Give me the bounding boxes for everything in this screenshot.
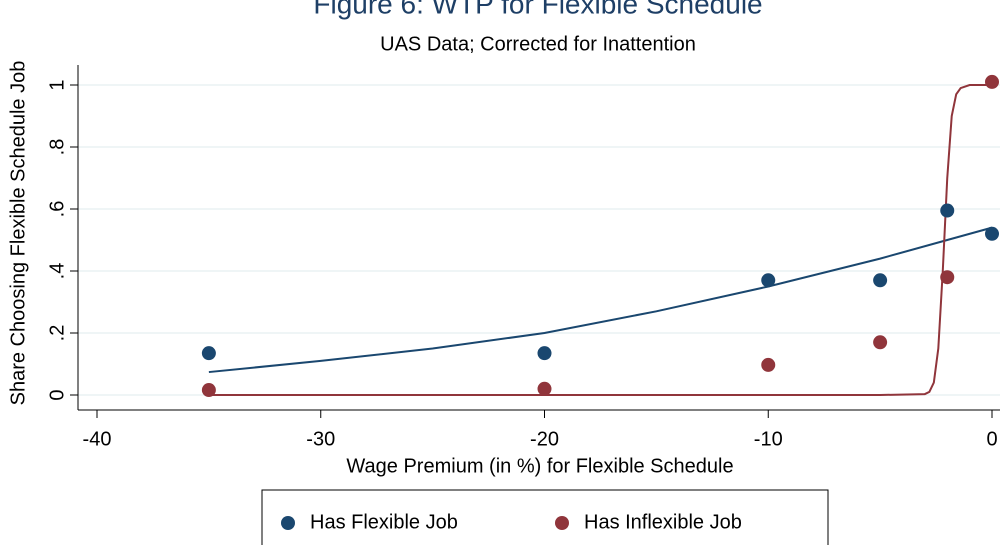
legend-marker xyxy=(281,516,295,530)
fit-line xyxy=(208,226,993,374)
point xyxy=(873,273,888,288)
y-tick-label: .6 xyxy=(46,201,68,218)
x-tick-label: -40 xyxy=(83,428,112,450)
point xyxy=(873,335,888,350)
legend-marker xyxy=(555,516,569,530)
y-tick-label: .8 xyxy=(46,139,68,156)
chart-subtitle: UAS Data; Corrected for Inattention xyxy=(380,33,696,55)
legend-label: Has Inflexible Job xyxy=(584,511,742,533)
x-tick-label: -20 xyxy=(530,428,559,450)
y-tick-label: .2 xyxy=(46,325,68,342)
x-tick-label: 0 xyxy=(986,428,997,450)
chart-title: Figure 6: WTP for Flexible Schedule xyxy=(313,0,762,19)
point xyxy=(761,273,776,288)
point xyxy=(940,270,955,285)
x-tick-label: -30 xyxy=(306,428,335,450)
y-tick-label: 1 xyxy=(46,79,68,90)
y-tick-label: .4 xyxy=(46,263,68,280)
x-tick-label: -10 xyxy=(754,428,783,450)
point xyxy=(985,74,999,89)
legend-label: Has Flexible Job xyxy=(310,511,458,533)
point xyxy=(940,203,955,218)
point xyxy=(761,357,776,372)
y-tick-label: 0 xyxy=(46,389,68,400)
point xyxy=(537,346,552,361)
legend-box xyxy=(261,489,829,545)
point xyxy=(201,346,216,361)
point xyxy=(985,226,999,241)
x-axis-label: Wage Premium (in %) for Flexible Schedul… xyxy=(346,455,733,477)
point xyxy=(537,381,552,396)
point xyxy=(201,383,216,398)
y-axis-label: Share Choosing Flexible Schedule Job xyxy=(7,61,29,406)
fit-line xyxy=(208,84,992,396)
